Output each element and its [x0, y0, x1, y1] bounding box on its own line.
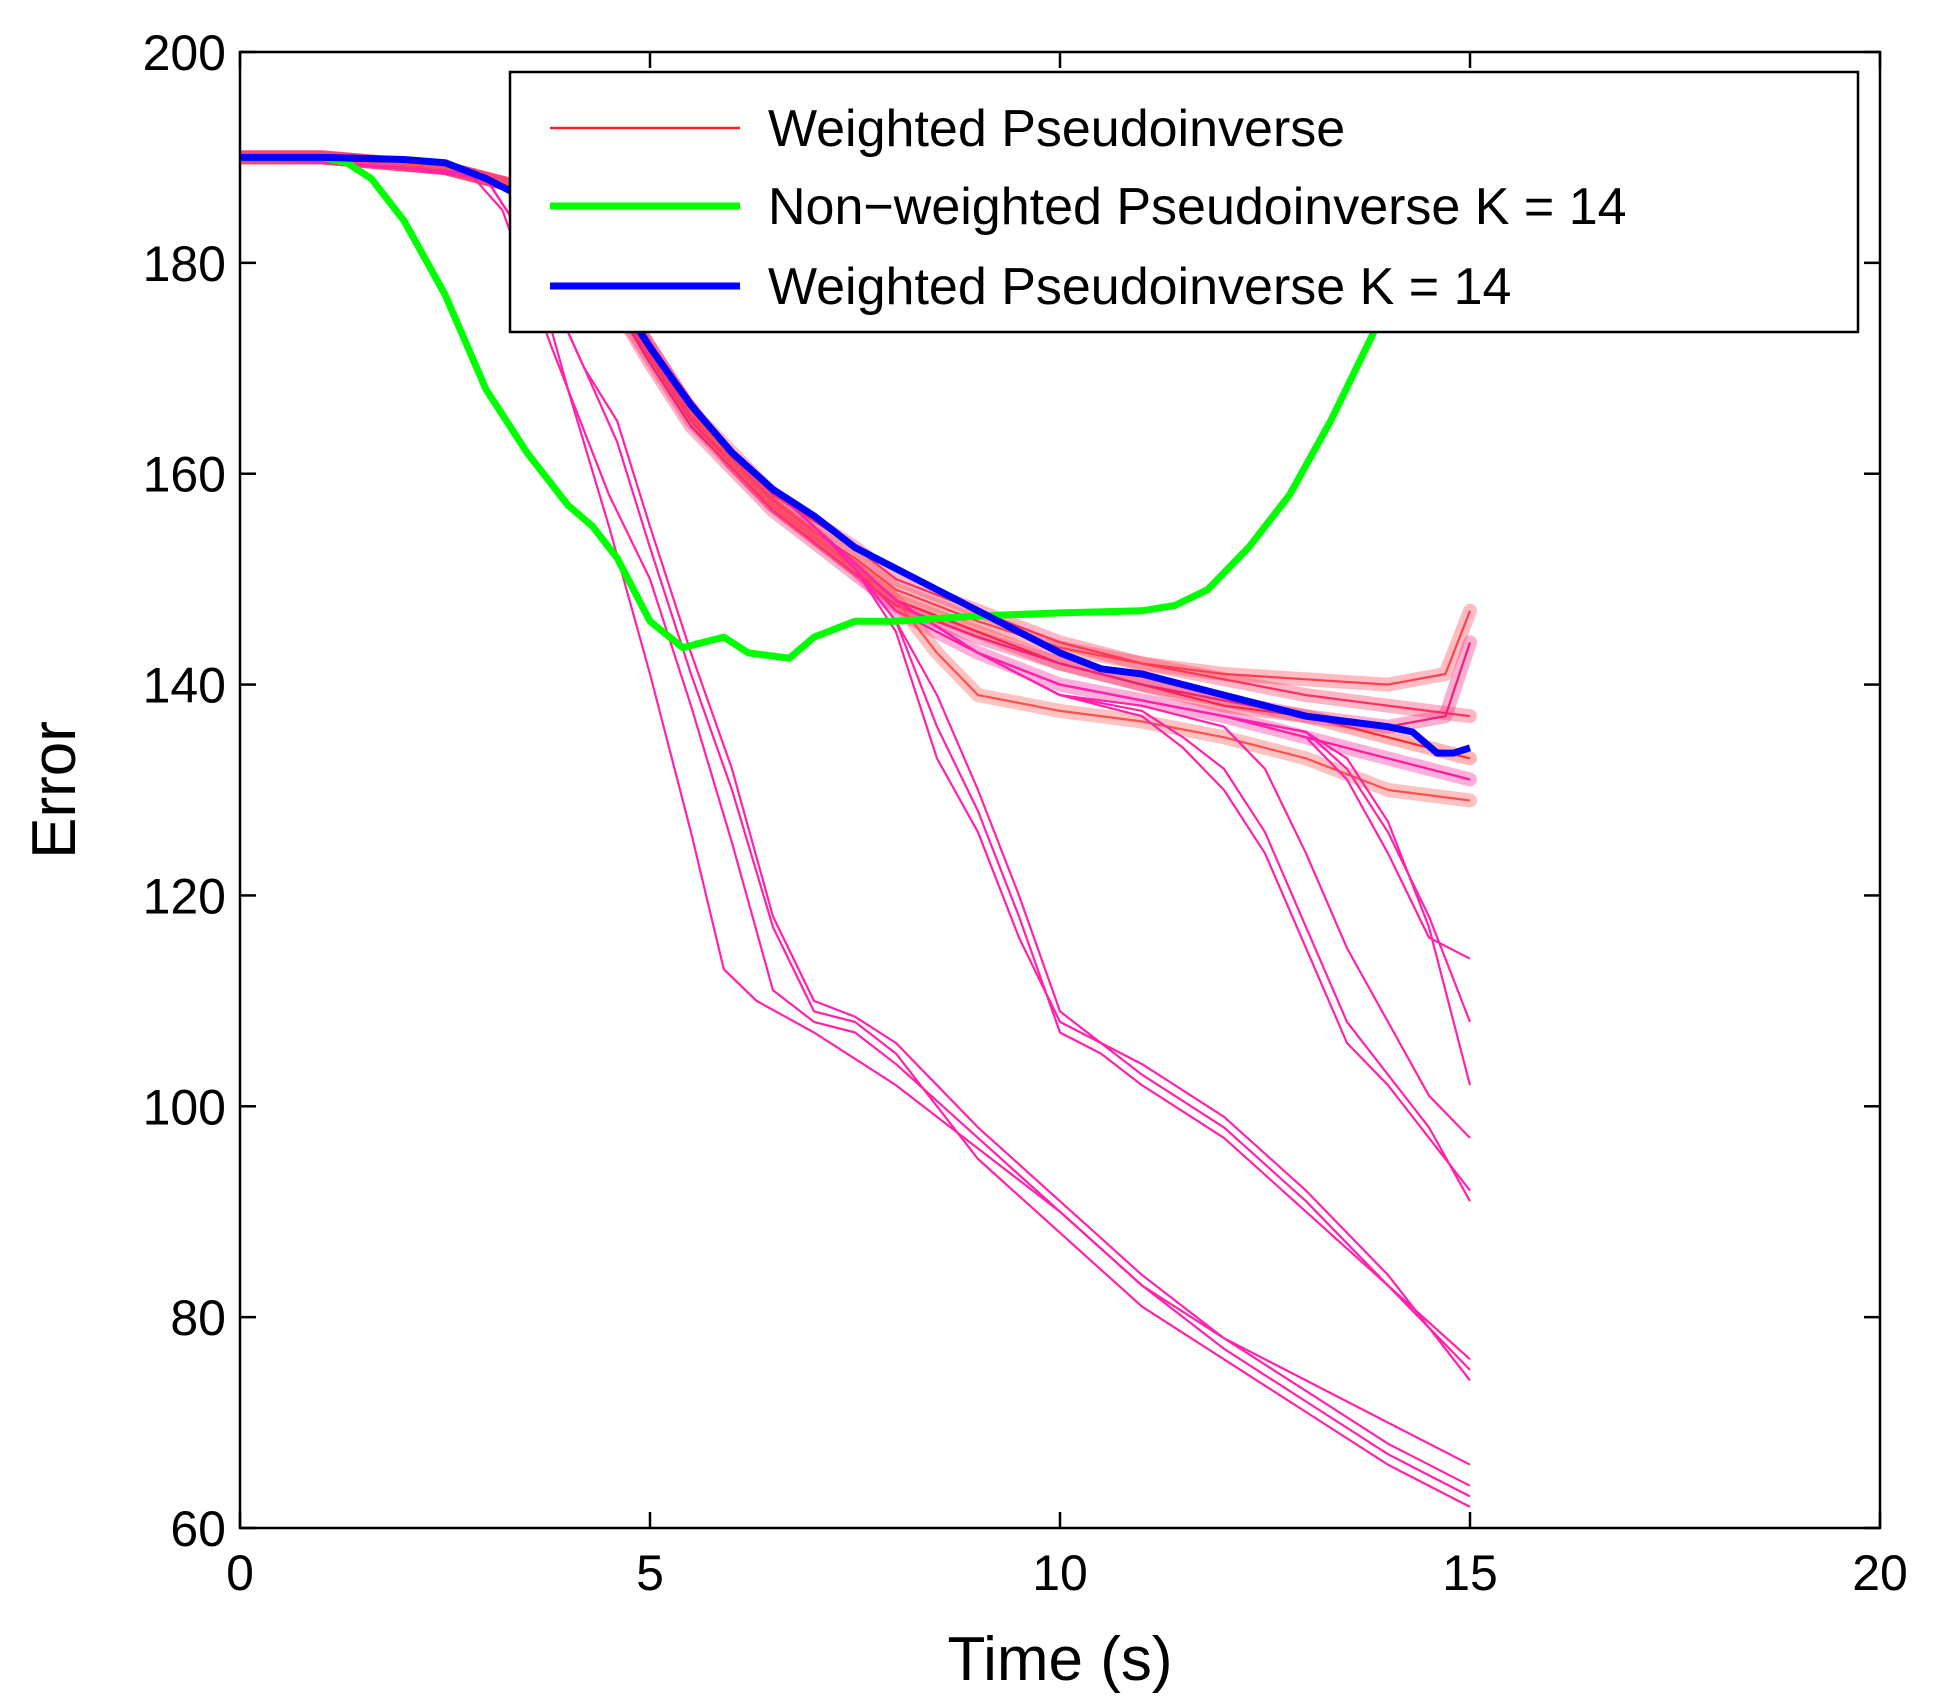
legend: Weighted Pseudoinverse Non−weighted Pseud… [508, 70, 1860, 334]
axis-ticks: 0 5 10 15 20 60 80 100 120 140 160 180 200 [143, 25, 1908, 1601]
legend-label: Non−weighted Pseudoinverse K = 14 [768, 178, 1627, 236]
y-tick-label: 100 [143, 1079, 226, 1135]
y-tick-label: 60 [170, 1501, 226, 1557]
x-tick-label: 5 [636, 1545, 664, 1601]
x-tick-label: 15 [1442, 1545, 1498, 1601]
x-tick-label: 20 [1852, 1545, 1908, 1601]
legend-label: Weighted Pseudoinverse [768, 100, 1345, 158]
y-tick-label: 180 [143, 236, 226, 292]
y-axis-title: Error [20, 721, 89, 859]
y-tick-label: 80 [170, 1290, 226, 1346]
x-axis-title: Time (s) [948, 1625, 1173, 1694]
x-tick-label: 10 [1032, 1545, 1088, 1601]
x-tick-label: 0 [226, 1545, 254, 1601]
y-tick-label: 140 [143, 658, 226, 714]
y-tick-label: 160 [143, 447, 226, 503]
non-weighted-k14-line [240, 153, 1400, 662]
legend-label: Weighted Pseudoinverse K = 14 [768, 258, 1511, 316]
y-tick-label: 120 [143, 868, 226, 924]
y-tick-label: 200 [143, 25, 226, 81]
